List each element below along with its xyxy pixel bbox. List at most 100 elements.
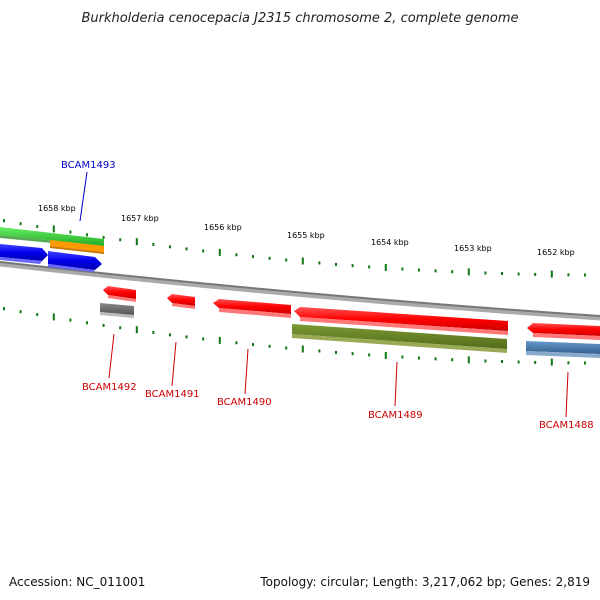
reverse-scale-minor-tick <box>169 333 171 337</box>
reverse-scale-minor-tick <box>351 352 354 356</box>
reverse-scale-minor-tick <box>434 357 437 361</box>
reverse-scale-minor-tick <box>517 360 520 364</box>
reverse-scale-track <box>3 307 586 366</box>
reverse-scale-major-tick <box>467 356 470 364</box>
forward-scale-track <box>3 219 586 278</box>
forward-scale-minor-tick <box>3 219 5 223</box>
forward-scale-minor-tick <box>102 235 105 239</box>
reverse-scale-minor-tick <box>451 358 454 362</box>
forward-scale-major-tick <box>301 257 304 265</box>
reverse-scale-major-tick <box>384 352 387 359</box>
reverse-scale-minor-tick <box>268 344 271 348</box>
feature-gray[interactable] <box>100 303 134 318</box>
feature-orange[interactable] <box>50 240 104 254</box>
bcam1492-callout-line <box>108 333 115 379</box>
forward-scale-minor-tick <box>119 238 122 242</box>
reverse-scale-minor-tick <box>501 360 503 363</box>
reverse-scale-minor-tick <box>152 331 155 334</box>
scale-label-1653: 1653 kbp <box>454 244 492 253</box>
forward-scale-minor-tick <box>318 261 321 265</box>
gene-bcam1489-arrow[interactable] <box>294 307 508 335</box>
reverse-scale-minor-tick <box>119 326 122 330</box>
reverse-scale-minor-tick <box>36 313 39 317</box>
reverse-scale-minor-tick <box>69 318 72 322</box>
scale-label-1655: 1655 kbp <box>287 231 325 240</box>
forward-scale-minor-tick <box>152 243 155 246</box>
reverse-scale-minor-tick <box>252 343 254 347</box>
gene-label-bcam1491[interactable]: BCAM1491 <box>145 389 200 400</box>
reverse-scale-minor-tick <box>102 323 105 327</box>
forward-scale-minor-tick <box>418 268 420 272</box>
reverse-scale-major-tick <box>218 336 221 344</box>
gene-label-bcam1489[interactable]: BCAM1489 <box>368 410 423 421</box>
forward-scale-minor-tick <box>19 222 22 226</box>
backbone-shadow <box>0 261 600 321</box>
reverse-scale-minor-tick <box>86 321 88 325</box>
genome-summary: Topology: circular; Length: 3,217,062 bp… <box>260 575 590 589</box>
gene-bcam1488-arrow[interactable] <box>527 323 600 340</box>
reverse-scale-minor-tick <box>368 353 371 357</box>
reverse-scale-major-tick <box>301 345 304 353</box>
accession-label: Accession: NC_011001 <box>9 575 146 589</box>
bcam1489-callout-line <box>394 361 398 407</box>
forward-scale-minor-tick <box>351 264 354 268</box>
feature-olive[interactable] <box>292 324 507 353</box>
gene-label-bcam1490[interactable]: BCAM1490 <box>217 397 272 408</box>
gene-label-bcam1488[interactable]: BCAM1488 <box>539 420 594 431</box>
page-title: Burkholderia cenocepacia J2315 chromosom… <box>81 11 519 26</box>
forward-scale-minor-tick <box>501 272 503 275</box>
bcam1490-callout-line <box>244 348 249 395</box>
forward-scale-minor-tick <box>69 230 72 234</box>
forward-scale-minor-tick <box>185 247 188 251</box>
reverse-scale-minor-tick <box>202 337 205 341</box>
backbone-line <box>0 261 600 317</box>
forward-scale-minor-tick <box>169 245 171 249</box>
scale-label-1658: 1658 kbp <box>38 204 76 213</box>
forward-scale-minor-tick <box>252 255 254 259</box>
bcam1491-callout-line <box>171 341 177 387</box>
forward-scale-minor-tick <box>86 233 88 237</box>
forward-scale-major-tick <box>218 248 221 256</box>
feature-steelblue[interactable] <box>526 341 600 358</box>
gene-label-bcam1493[interactable]: BCAM1493 <box>61 160 116 171</box>
reverse-scale-minor-tick <box>418 356 420 360</box>
gene-bcam1490-arrow[interactable] <box>213 299 291 318</box>
gene-bcam1493-arrow[interactable] <box>0 244 102 272</box>
gene-bcam1491-arrow[interactable] <box>167 294 195 309</box>
gene-bcam1492-arrow[interactable] <box>103 286 136 302</box>
forward-scale-major-tick <box>52 225 55 233</box>
bcam1493-callout-line <box>79 171 88 222</box>
reverse-scale-minor-tick <box>285 346 288 350</box>
forward-scale-minor-tick <box>534 272 537 276</box>
forward-scale-minor-tick <box>434 269 437 273</box>
reverse-scale-major-tick <box>550 358 553 366</box>
forward-scale-minor-tick <box>567 273 570 277</box>
reverse-scale-minor-tick <box>534 360 537 364</box>
reverse-scale-minor-tick <box>235 341 238 345</box>
forward-scale-major-tick <box>384 264 387 271</box>
reverse-scale-minor-tick <box>185 335 188 339</box>
reverse-scale-minor-tick <box>401 355 404 359</box>
forward-scale-minor-tick <box>202 249 205 253</box>
scale-label-1657: 1657 kbp <box>121 214 159 223</box>
forward-scale-minor-tick <box>335 262 337 266</box>
forward-scale-minor-tick <box>584 273 586 277</box>
forward-scale-minor-tick <box>235 253 238 257</box>
reverse-scale-major-tick <box>52 313 55 321</box>
forward-scale-major-tick <box>135 238 138 246</box>
scale-label-1656: 1656 kbp <box>204 223 242 232</box>
scale-label-1652: 1652 kbp <box>537 248 575 257</box>
forward-scale-minor-tick <box>401 267 404 271</box>
reverse-scale-minor-tick <box>567 361 570 365</box>
forward-scale-minor-tick <box>285 258 288 262</box>
forward-scale-major-tick <box>467 268 470 276</box>
reverse-scale-minor-tick <box>3 307 5 311</box>
reverse-scale-minor-tick <box>584 361 586 365</box>
forward-scale-minor-tick <box>517 272 520 276</box>
forward-scale-major-tick <box>550 270 553 278</box>
forward-scale-minor-tick <box>368 265 371 269</box>
forward-scale-minor-tick <box>36 225 39 229</box>
gene-label-bcam1492[interactable]: BCAM1492 <box>82 382 137 393</box>
forward-scale-minor-tick <box>268 256 271 260</box>
bcam1488-callout-line <box>565 371 569 418</box>
